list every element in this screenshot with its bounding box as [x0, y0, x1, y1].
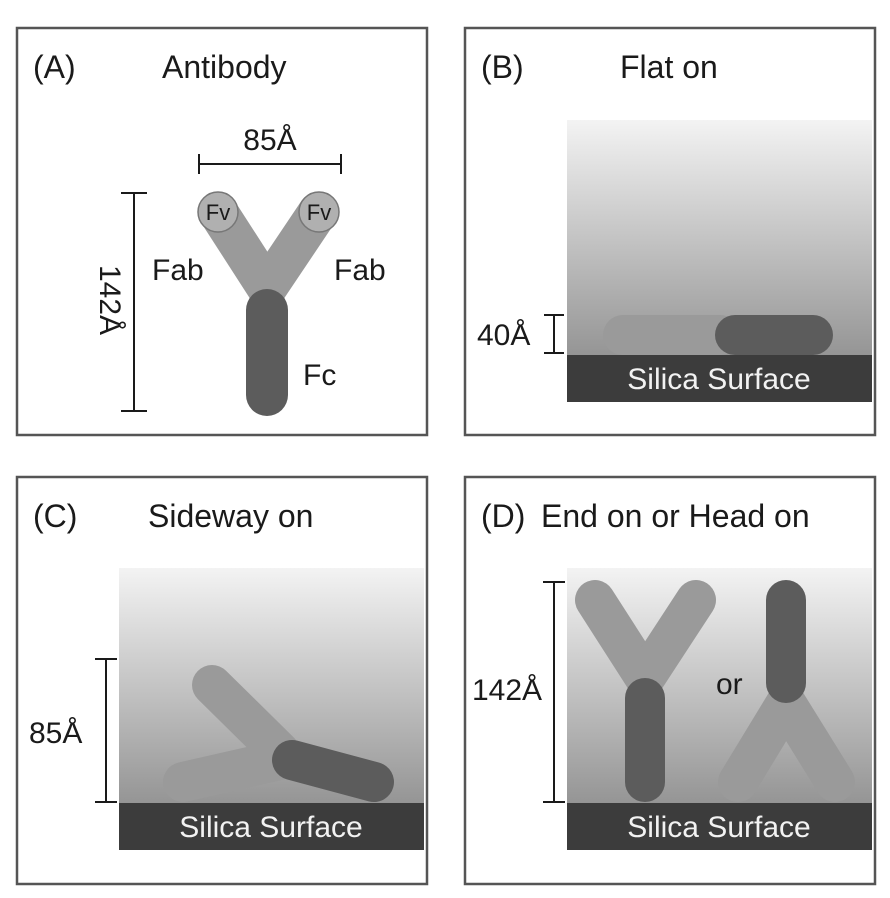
panel-c-surface-label: Silica Surface — [179, 811, 362, 844]
sideway-height-label: 85Å — [29, 717, 82, 750]
panel-d: (D) End on or Head on or Silica Surface … — [463, 475, 877, 886]
head-on-antibody — [718, 580, 855, 802]
panel-b-letter: (B) — [481, 49, 524, 85]
panel-a-title: Antibody — [162, 49, 287, 85]
antibody-y-shape — [197, 191, 340, 416]
end-on-height-dimension — [543, 581, 565, 803]
end-on-antibody — [575, 580, 716, 802]
panel-d-letter: (D) — [481, 498, 525, 534]
sideway-antibody — [163, 665, 394, 802]
panel-a: (A) Antibody 85Å 142Å Fv Fv Fab Fab Fc — [15, 26, 429, 437]
width-label: 85Å — [243, 124, 296, 157]
panel-d-silica-surface — [567, 803, 872, 850]
panel-d-surface-label: Silica Surface — [627, 811, 810, 844]
panel-b-silica-surface — [567, 355, 872, 402]
height-dimension — [121, 192, 147, 412]
panel-b-title: Flat on — [620, 49, 718, 85]
panel-c-letter: (C) — [33, 498, 77, 534]
fab-left-label: Fab — [152, 254, 204, 287]
sideway-fc — [272, 740, 394, 802]
fv-right-circle — [298, 191, 340, 233]
width-dimension — [198, 154, 342, 174]
fab-right-label: Fab — [334, 254, 386, 287]
panel-c-silica-surface — [119, 803, 424, 850]
sideway-fab-upper — [192, 665, 300, 772]
panel-c: (C) Sideway on Silica Surface 85Å — [15, 475, 429, 886]
flat-height-label: 40Å — [477, 319, 530, 352]
panel-d-title: End on or Head on — [541, 498, 810, 534]
panel-b-surface-label: Silica Surface — [627, 363, 810, 396]
fc-label: Fc — [303, 359, 336, 392]
end-on-height-label: 142Å — [472, 674, 542, 707]
sideway-height-dimension — [95, 658, 117, 803]
end-on-fab-right — [625, 580, 716, 698]
fv-right-label: Fv — [307, 200, 331, 225]
fv-left-label: Fv — [206, 200, 230, 225]
sideway-fab-lower — [163, 740, 300, 802]
flat-height-dimension — [544, 314, 564, 354]
panel-c-title: Sideway on — [148, 498, 313, 534]
or-label: or — [716, 668, 743, 701]
head-on-fab-right — [766, 683, 855, 802]
height-label: 142Å — [93, 265, 126, 335]
fv-left-circle — [197, 191, 239, 233]
panel-b: (B) Flat on Silica Surface 40Å — [463, 26, 877, 437]
panel-a-letter: (A) — [33, 49, 76, 85]
